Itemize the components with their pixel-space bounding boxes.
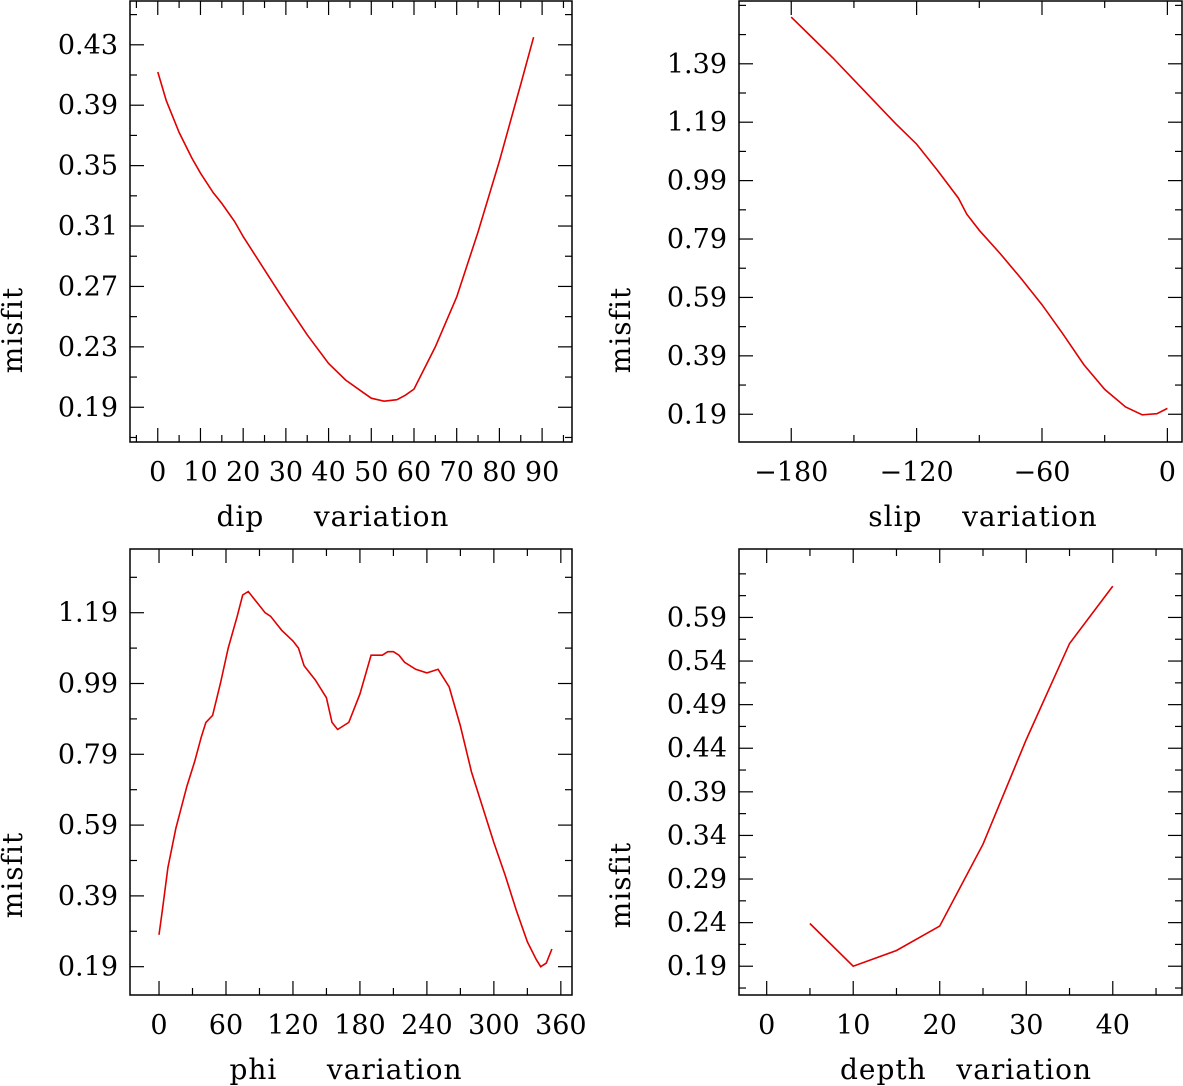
misfit-curve <box>157 36 535 403</box>
plot-frame <box>129 0 573 443</box>
plot-frame <box>129 548 573 996</box>
x-axis-label: phi variation <box>229 1053 462 1086</box>
panel-dip: 0 10 20 30 40 50 60 70 80 90 0.19 0.23 0.27 0.31 0.35… <box>0 0 573 533</box>
panel-phi: 0 60 120 180 240 300 360 0.19 0.39 0.59 0.79 0.99 1… <box>0 548 587 1086</box>
y-tick-label: 0.99 <box>667 166 727 197</box>
y-tick-label: 0.79 <box>667 224 727 255</box>
x-tick-label: 80 <box>482 457 516 488</box>
y-tick-label: 0.27 <box>58 271 118 302</box>
series-group <box>790 16 1168 416</box>
x-axis-label: depth variation <box>840 1053 1092 1086</box>
series-group <box>809 585 1114 968</box>
y-tick-label: 1.19 <box>667 107 727 138</box>
x-tick-label: 30 <box>1009 1010 1043 1041</box>
x-tick-label: 30 <box>269 457 303 488</box>
x-tick-label: 0 <box>758 1010 775 1041</box>
y-tick-label: 0.49 <box>667 690 727 721</box>
y-tick-label: 0.19 <box>667 399 727 430</box>
y-tick-label: 0.39 <box>58 90 118 121</box>
y-tick-label: 0.39 <box>667 341 727 372</box>
misfit-curve <box>790 16 1168 416</box>
x-tick-label: 40 <box>1096 1010 1130 1041</box>
y-tick-label: 0.43 <box>58 30 118 61</box>
x-tick-labels: −180 −120 −60 0 <box>754 457 1176 488</box>
y-tick-label: 0.99 <box>58 669 118 700</box>
x-tick-label: 40 <box>311 457 345 488</box>
y-tick-label: 0.39 <box>58 881 118 912</box>
y-tick-label: 0.59 <box>667 602 727 633</box>
x-tick-labels: 0 10 20 30 40 50 60 70 80 90 <box>149 457 559 488</box>
x-tick-label: 50 <box>354 457 388 488</box>
y-tick-label: 0.79 <box>58 739 118 770</box>
x-tick-label: 60 <box>397 457 431 488</box>
y-tick-label: 0.54 <box>667 646 727 677</box>
y-tick-label: 0.59 <box>58 810 118 841</box>
x-tick-label: −60 <box>1014 457 1071 488</box>
x-tick-label: −180 <box>754 457 828 488</box>
y-tick-labels: 0.19 0.39 0.59 0.79 0.99 1.19 1.39 <box>667 49 727 430</box>
y-axis-label: misfit <box>604 287 637 373</box>
misfit-curve <box>809 585 1114 968</box>
y-axis-label: misfit <box>0 832 29 918</box>
series-group <box>158 590 553 968</box>
y-tick-label: 0.19 <box>58 952 118 983</box>
y-tick-label: 0.39 <box>667 777 727 808</box>
panel-depth: 0 10 20 30 40 0.190.240.290.340.390.440.490.… <box>604 548 1183 1086</box>
x-tick-label: 240 <box>401 1010 453 1041</box>
y-ticks <box>739 4 1182 415</box>
y-tick-label: 0.29 <box>667 864 727 895</box>
x-axis-label: slip variation <box>868 500 1097 533</box>
x-tick-label: 120 <box>267 1010 319 1041</box>
plot-frame <box>738 0 1183 443</box>
x-tick-label: 60 <box>209 1010 243 1041</box>
y-tick-label: 0.19 <box>667 951 727 982</box>
x-tick-labels: 0 60 120 180 240 300 360 <box>150 1010 586 1041</box>
x-tick-label: 70 <box>440 457 474 488</box>
x-tick-label: 0 <box>149 457 166 488</box>
x-tick-label: 90 <box>525 457 559 488</box>
y-tick-label: 0.19 <box>58 392 118 423</box>
x-ticks <box>135 1 565 442</box>
x-tick-label: 0 <box>150 1010 167 1041</box>
x-tick-label: 300 <box>468 1010 520 1041</box>
x-ticks <box>766 549 1157 995</box>
x-ticks <box>158 549 562 995</box>
plot-frame <box>738 548 1183 996</box>
y-tick-label: 0.24 <box>667 908 727 939</box>
y-ticks <box>130 13 572 439</box>
x-tick-label: −120 <box>880 457 954 488</box>
x-tick-label: 10 <box>183 457 217 488</box>
y-tick-label: 0.23 <box>58 332 118 363</box>
y-ticks <box>739 573 1182 989</box>
y-tick-label: 1.19 <box>58 598 118 629</box>
y-tick-label: 0.34 <box>667 820 727 851</box>
y-tick-labels: 0.19 0.39 0.59 0.79 0.99 1.19 <box>58 598 118 983</box>
y-axis-label: misfit <box>0 287 29 373</box>
x-tick-labels: 0 10 20 30 40 <box>758 1010 1130 1041</box>
x-tick-label: 20 <box>226 457 260 488</box>
x-tick-label: 360 <box>535 1010 587 1041</box>
panel-slip: −180 −120 −60 0 0.19 0.39 0.59 0.79 0.99 1.19 1.3… <box>604 0 1183 533</box>
x-axis-label: dip variation <box>217 500 450 533</box>
y-axis-label: misfit <box>604 842 637 928</box>
x-tick-label: 180 <box>334 1010 386 1041</box>
y-tick-label: 1.39 <box>667 49 727 80</box>
y-tick-labels: 0.19 0.24 0.29 0.34 0.39 0.44 0.49 0.54 0.59 <box>667 602 727 982</box>
y-tick-label: 0.35 <box>58 151 118 182</box>
series-group <box>157 36 535 403</box>
y-tick-labels: 0.19 0.23 0.27 0.31 0.35 0.39 0.43 <box>58 30 118 423</box>
x-tick-label: 20 <box>923 1010 957 1041</box>
misfit-curve <box>158 590 553 968</box>
x-tick-label: 10 <box>836 1010 870 1041</box>
x-ticks <box>790 1 1168 442</box>
y-tick-label: 0.44 <box>667 733 727 764</box>
y-ticks <box>130 576 572 968</box>
x-tick-label: 0 <box>1159 457 1176 488</box>
y-tick-label: 0.31 <box>58 211 118 242</box>
y-tick-label: 0.59 <box>667 282 727 313</box>
